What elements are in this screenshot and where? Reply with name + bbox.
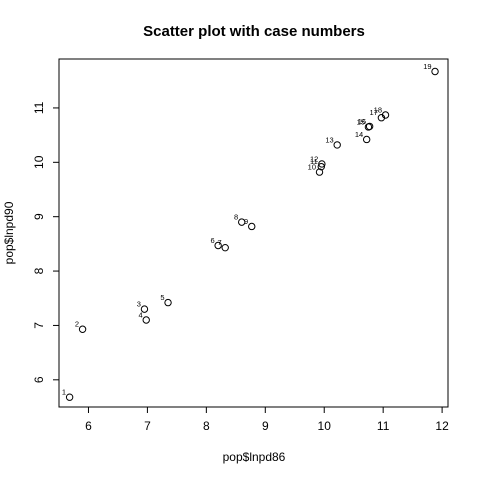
data-point [333,141,341,149]
data-point [238,218,246,226]
data-point [365,122,374,131]
data-point [142,316,150,324]
x-tick-label: 9 [262,419,269,433]
data-point [140,305,149,313]
case-number-label: 19 [423,62,431,71]
case-number-label: 9 [244,217,248,226]
case-number-label: 16 [358,117,366,126]
x-axis-label: pop$lnpd86 [223,450,286,464]
y-tick-label: 10 [32,155,46,169]
case-number-label: 17 [370,108,378,117]
case-number-label: 14 [355,130,363,139]
case-number-label: 15 [357,117,365,126]
data-point [214,241,222,250]
y-tick-label: 8 [32,267,46,274]
y-tick-label: 6 [32,376,46,383]
y-axis-label: pop$lnpd90 [2,201,16,264]
x-tick-label: 7 [144,419,151,433]
data-point [221,243,229,252]
case-number-label: 4 [139,311,143,320]
case-number-label: 2 [75,320,79,329]
data-point [317,162,325,171]
data-point [381,111,390,119]
case-number-label: 5 [160,293,164,302]
data-point [248,222,256,231]
x-tick-label: 6 [85,419,92,433]
data-points [65,67,439,401]
x-axis: 6 7 8 9 10 11 12 [85,407,449,433]
plot-frame [58,58,449,408]
case-number-label: 6 [210,236,214,245]
case-number-label: 10 [308,163,316,172]
case-number-label: 12 [310,154,318,163]
y-tick-label: 9 [32,213,46,220]
data-point [362,135,371,144]
data-point [164,298,172,307]
case-number-label: 3 [137,300,141,309]
x-tick-label: 10 [318,419,332,433]
chart-title: Scatter plot with case numbers [143,23,365,40]
y-tick-label: 11 [32,101,46,114]
data-point [315,168,324,176]
x-tick-label: 8 [203,419,210,433]
case-number-label: 11 [310,157,318,166]
x-tick-label: 11 [377,419,390,433]
case-number-label: 1 [62,388,66,397]
case-number-label: 7 [218,238,222,247]
case-number-label: 8 [234,213,238,222]
x-tick-label: 12 [435,419,449,433]
data-point [78,325,87,333]
data-point [431,67,439,76]
data-point [318,160,326,168]
case-number-label: 13 [325,135,333,144]
y-axis: 6 7 8 9 10 11 [32,101,59,383]
y-tick-label: 7 [32,322,46,329]
case-number-label: 18 [374,106,382,115]
data-point [65,393,74,401]
